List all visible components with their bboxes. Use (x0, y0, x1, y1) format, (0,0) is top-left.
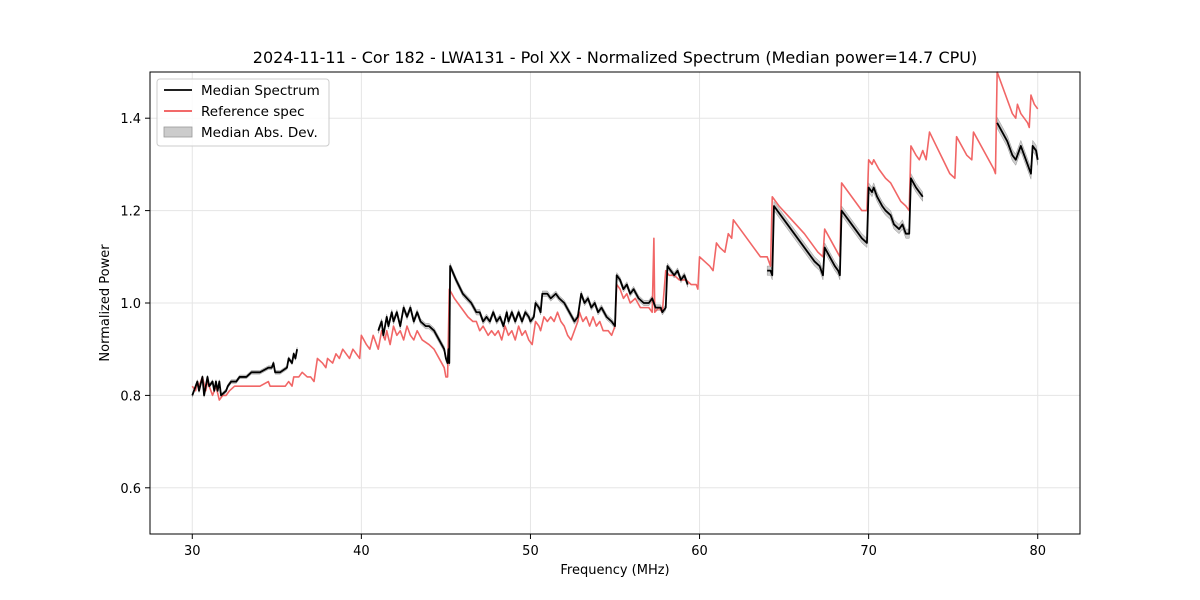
legend: Median Spectrum Reference spec Median Ab… (156, 78, 330, 147)
legend-mad-swatch (163, 126, 193, 138)
median-spectrum-line (767, 177, 924, 277)
x-tick-label: 30 (184, 544, 201, 559)
chart-title: 2024-11-11 - Cor 182 - LWA131 - Pol XX -… (253, 48, 977, 67)
y-axis-label: Normalized Power (98, 244, 113, 362)
x-axis-ticks: 30 40 50 60 70 80 (184, 534, 1046, 559)
grid-lines (150, 72, 1080, 534)
x-tick-label: 80 (1029, 544, 1046, 559)
legend-reference-label: Reference spec (201, 104, 305, 120)
legend-mad-label: Median Abs. Dev. (201, 125, 318, 141)
y-tick-label: 1.4 (120, 112, 141, 127)
x-axis-label: Frequency (MHz) (560, 563, 669, 578)
y-tick-label: 0.6 (120, 482, 141, 497)
x-tick-label: 50 (522, 544, 539, 559)
median-spectrum-line (377, 265, 689, 364)
reference-spec-line (191, 71, 1039, 401)
x-tick-label: 60 (691, 544, 708, 559)
x-tick-label: 40 (353, 544, 370, 559)
y-axis-ticks: 0.6 0.8 1.0 1.2 1.4 (120, 112, 150, 497)
x-tick-label: 70 (860, 544, 877, 559)
y-tick-label: 1.0 (120, 297, 141, 312)
median-spectrum-line (996, 122, 1039, 175)
y-tick-label: 0.8 (120, 389, 141, 404)
mad-band-segment (378, 262, 688, 366)
median-spectrum-line (191, 349, 298, 397)
legend-median-label: Median Spectrum (201, 83, 320, 99)
legend-box (156, 78, 330, 147)
y-tick-label: 1.2 (120, 205, 141, 220)
series-lines (191, 71, 1039, 401)
